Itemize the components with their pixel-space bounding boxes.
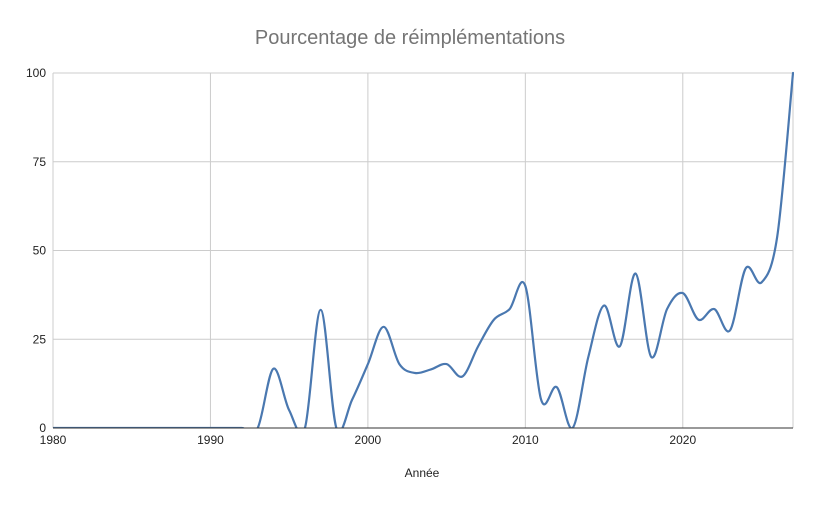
y-tick-label: 25 [33,332,47,346]
series-line [53,71,794,428]
y-tick-label: 50 [33,244,47,258]
x-tick-label: 2020 [669,433,696,447]
chart-title: Pourcentage de réimplémentations [255,27,565,49]
x-tick-label: 2010 [512,433,539,447]
x-tick-label: 1990 [197,433,224,447]
y-tick-label: 75 [33,155,47,169]
gridlines [52,72,794,428]
x-tick-label: 1980 [40,433,67,447]
y-tick-label: 0 [39,421,46,435]
series-layer [53,71,794,428]
tick-labels: 0 25 50 75 100 1980 1990 2000 2010 2020 [26,66,696,447]
x-tick-label: 2000 [355,433,382,447]
y-tick-label: 100 [26,66,46,80]
x-axis-label: Année [405,466,440,480]
